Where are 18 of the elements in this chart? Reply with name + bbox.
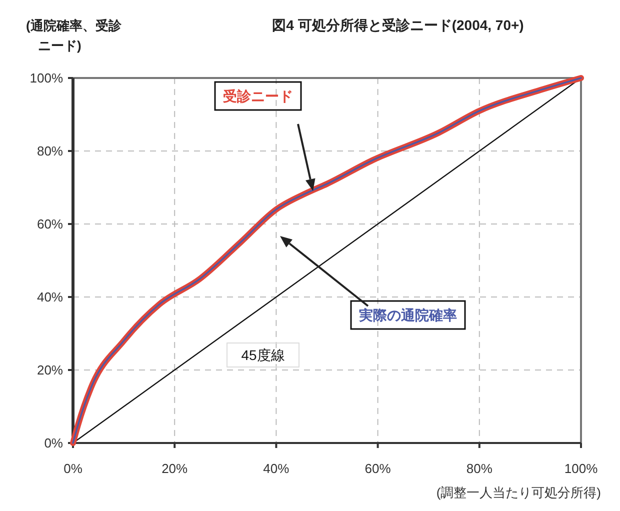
x-tick-label: 100% xyxy=(564,461,598,476)
y-tick-label: 20% xyxy=(36,362,64,378)
x-tick-label: 20% xyxy=(162,461,188,476)
y-tick-label: 60% xyxy=(36,216,64,232)
chart-title: 図4 可処分所得と受診ニード(2004, 70+) xyxy=(272,17,524,33)
y-tick-label: 40% xyxy=(36,290,64,305)
text: 実際の通院確率 xyxy=(359,306,457,323)
series-label: 45度線 xyxy=(241,346,285,363)
y-tick-label: 80% xyxy=(36,144,64,159)
x-axis-title: (調整一人当たり可処分所得) xyxy=(436,485,601,500)
y-tick-label: 100% xyxy=(30,70,64,86)
x-tick-label: 40% xyxy=(263,461,290,476)
y-tick-label: 0% xyxy=(44,436,64,451)
text: 受診ニード xyxy=(222,88,293,104)
y-axis-title: (通院確率、受診ニード) xyxy=(26,18,122,53)
x-tick-label: 60% xyxy=(364,461,392,476)
x-tick-label: 0% xyxy=(64,461,83,476)
x-tick-label: 80% xyxy=(466,461,493,476)
